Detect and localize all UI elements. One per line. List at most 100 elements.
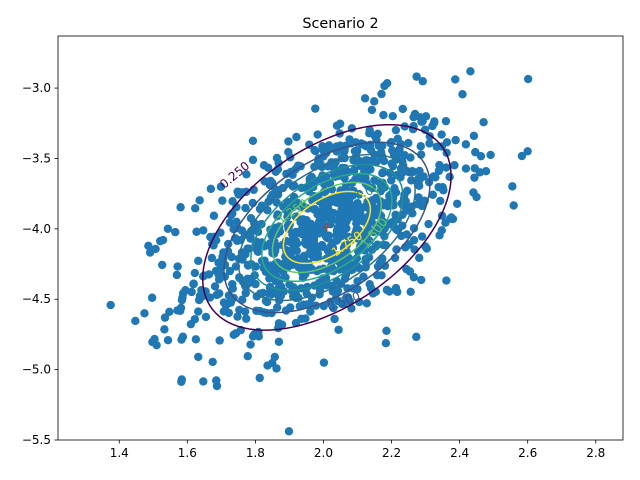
contour-line	[282, 190, 372, 265]
scatter-point	[327, 241, 336, 250]
scatter-point	[192, 227, 201, 236]
scatter-point	[416, 142, 425, 151]
scatter-point	[319, 146, 328, 155]
scatter-point	[517, 151, 527, 161]
scatter-point	[436, 196, 445, 206]
scatter-point	[458, 90, 467, 99]
contour-line	[201, 123, 452, 331]
scatter-point	[308, 228, 317, 237]
scatter-point	[319, 208, 329, 217]
scatter-point	[466, 67, 475, 76]
scatter-point	[313, 243, 322, 252]
scatter-point	[228, 284, 238, 293]
scatter-point	[165, 307, 174, 316]
scatter-point	[177, 295, 187, 305]
scatter-point	[292, 132, 301, 142]
scatter-point	[330, 314, 339, 324]
scatter-point	[437, 226, 446, 235]
scatter-point	[319, 358, 329, 367]
scatter-point	[509, 201, 518, 210]
scatter-point	[441, 163, 451, 172]
scatter-point	[377, 254, 387, 263]
scatter-point	[377, 89, 386, 99]
scatter-point	[177, 377, 186, 386]
scatter-point	[333, 286, 343, 295]
scatter-point	[224, 308, 234, 318]
scatter-point	[231, 329, 241, 338]
scatter-point	[243, 261, 253, 270]
x-tick-label: 1.8	[246, 446, 265, 460]
scatter-point	[333, 234, 342, 244]
scatter-point	[173, 262, 182, 271]
scatter-point	[276, 264, 285, 274]
mean-marker	[322, 223, 331, 232]
scatter-point	[306, 307, 315, 316]
scatter-point	[258, 288, 268, 298]
scatter-point	[248, 155, 258, 165]
contour-line	[237, 153, 416, 302]
scatter-point	[479, 118, 488, 127]
scatter-point	[424, 219, 433, 229]
scatter-point	[242, 170, 251, 179]
scatter-point	[289, 231, 299, 241]
scatter-point	[417, 232, 427, 241]
scatter-point	[412, 332, 421, 342]
x-tick-label: 2.2	[382, 446, 401, 460]
scatter-point	[207, 253, 217, 263]
scatter-point	[302, 289, 311, 298]
scatter-point	[347, 200, 356, 210]
scatter-point	[461, 140, 471, 149]
scatter-point	[382, 285, 392, 295]
scatter-point	[410, 109, 420, 119]
y-axis-ticks: −5.5 −5.0 −4.5 −4.0 −3.5 −3.0	[22, 81, 58, 447]
scatter-point	[253, 330, 262, 339]
y-tick-label: −3.5	[22, 151, 51, 165]
scatter-point	[354, 205, 363, 214]
contour-line	[250, 163, 404, 292]
y-tick-label: −4.0	[22, 222, 51, 236]
scatter-point	[273, 303, 282, 312]
scatter-point	[508, 182, 517, 191]
scatter-point	[191, 335, 201, 344]
scatter-point	[357, 174, 366, 183]
scatter-point	[337, 299, 347, 309]
scatter-point	[428, 190, 438, 199]
scatter-point	[177, 335, 186, 344]
scatter-point	[191, 204, 200, 213]
y-tick-label: −3.0	[22, 81, 51, 95]
scatter-point	[273, 211, 282, 221]
scatter-point	[218, 196, 227, 205]
scatter-point	[232, 202, 241, 212]
scatter-point	[201, 312, 211, 322]
scatter-point	[382, 326, 391, 336]
scatter-point	[263, 163, 273, 172]
scatter-point	[243, 352, 252, 361]
scatter-point	[379, 110, 388, 120]
scatter-point	[332, 198, 341, 207]
scatter-point	[450, 161, 459, 170]
scatter-point	[215, 336, 224, 345]
scatter-point	[387, 159, 396, 168]
scatter-point	[414, 193, 423, 202]
scatter-point	[274, 158, 283, 168]
scatter-point	[418, 77, 427, 86]
scatter-point	[171, 227, 180, 237]
scatter-point	[296, 218, 305, 227]
scatter-point	[199, 377, 208, 386]
scatter-point	[329, 303, 338, 313]
scatter-point	[158, 235, 168, 245]
scatter-point	[225, 266, 235, 276]
scatter-point	[145, 248, 155, 257]
contour-line	[271, 181, 383, 274]
scatter-point	[398, 104, 407, 114]
scatter-point	[382, 198, 391, 208]
scatter-point	[210, 282, 220, 291]
scatter-point	[339, 205, 348, 214]
plot-frame	[57, 35, 624, 441]
scatter-point	[404, 240, 414, 249]
scatter-point	[307, 234, 317, 244]
scatter-point	[396, 164, 406, 173]
scatter-point	[321, 231, 331, 240]
scatter-point	[381, 339, 391, 348]
x-tick-label: 2.4	[450, 446, 469, 460]
